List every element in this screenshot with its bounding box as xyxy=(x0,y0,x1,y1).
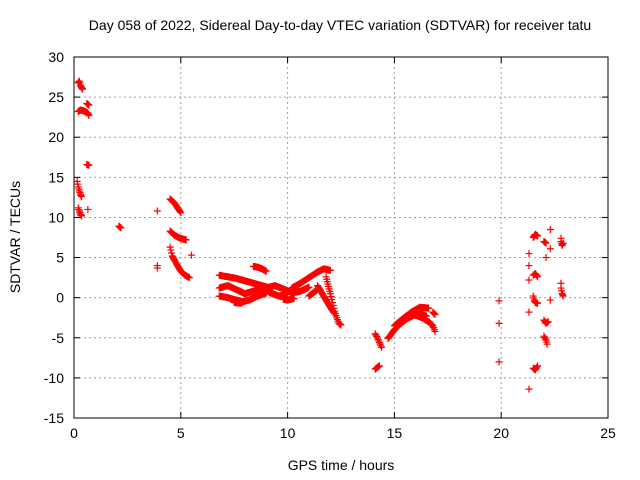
y-tick-label: 15 xyxy=(48,169,64,185)
data-point xyxy=(326,266,334,274)
data-point xyxy=(168,249,176,257)
data-points xyxy=(73,77,567,393)
data-point xyxy=(182,236,190,244)
data-point xyxy=(376,340,384,348)
data-point xyxy=(525,385,533,393)
data-point xyxy=(525,262,533,270)
y-tick-label: 20 xyxy=(48,129,64,145)
data-point xyxy=(241,297,249,305)
x-tick-label: 10 xyxy=(280,425,296,441)
x-tick-label: 15 xyxy=(387,425,403,441)
data-point xyxy=(495,297,503,305)
grid-lines xyxy=(74,57,608,418)
y-tick-label: 10 xyxy=(48,209,64,225)
data-point xyxy=(559,239,567,247)
data-point xyxy=(177,209,185,217)
data-point xyxy=(305,283,313,291)
data-point xyxy=(542,239,550,247)
x-tick-label: 20 xyxy=(493,425,509,441)
data-point xyxy=(167,246,175,254)
data-point xyxy=(543,340,551,348)
data-point xyxy=(117,224,125,232)
data-point xyxy=(85,161,93,169)
data-point xyxy=(373,334,381,342)
x-axis-label: GPS time / hours xyxy=(288,457,395,473)
data-point xyxy=(79,85,87,93)
data-point xyxy=(525,308,533,316)
y-tick-label: 5 xyxy=(56,250,64,266)
data-point xyxy=(176,208,184,216)
data-point xyxy=(544,318,552,326)
data-point xyxy=(533,363,541,371)
data-point xyxy=(377,342,385,350)
data-point xyxy=(187,251,195,259)
x-tick-label: 0 xyxy=(70,425,78,441)
data-point xyxy=(185,274,193,282)
y-tick-label: -5 xyxy=(52,330,65,346)
data-point xyxy=(378,343,386,351)
data-point xyxy=(77,212,85,220)
chart-title: Day 058 of 2022, Sidereal Day-to-day VTE… xyxy=(89,17,591,33)
data-point xyxy=(153,207,161,215)
data-point xyxy=(77,193,85,201)
data-point xyxy=(533,272,541,280)
y-tick-label: 0 xyxy=(56,290,64,306)
data-point xyxy=(331,310,339,318)
data-point xyxy=(430,310,438,318)
data-point xyxy=(327,293,335,301)
data-point xyxy=(290,294,298,302)
data-point xyxy=(153,264,161,272)
data-point xyxy=(166,243,174,251)
data-point xyxy=(262,267,270,275)
data-point xyxy=(534,232,542,240)
data-point xyxy=(525,250,533,258)
y-tick-label: -10 xyxy=(44,370,64,386)
data-point xyxy=(534,362,542,370)
axis-ticks: 0 5 10 15 20 25 -15 -10 -5 0 5 10 15 20 25 30 xyxy=(44,49,616,441)
data-point xyxy=(546,245,554,253)
data-point xyxy=(495,319,503,327)
data-point xyxy=(495,358,503,366)
data-point xyxy=(542,254,550,262)
data-point xyxy=(430,309,438,317)
y-tick-label: 25 xyxy=(48,89,64,105)
data-point xyxy=(525,276,533,284)
data-point xyxy=(326,290,334,298)
y-tick-label: -15 xyxy=(44,410,64,426)
x-tick-label: 25 xyxy=(600,425,616,441)
x-tick-label: 5 xyxy=(177,425,185,441)
data-point xyxy=(546,296,554,304)
data-point xyxy=(546,225,554,233)
data-point xyxy=(337,321,345,329)
data-point xyxy=(534,273,542,281)
data-point xyxy=(375,337,383,345)
data-point xyxy=(85,101,93,109)
data-point xyxy=(559,292,567,300)
data-point xyxy=(431,327,439,335)
data-point xyxy=(373,332,381,340)
data-point xyxy=(541,335,549,343)
data-point xyxy=(314,286,322,294)
y-axis-label: SDTVAR / TECUs xyxy=(7,181,23,293)
data-point xyxy=(84,205,92,213)
data-point xyxy=(375,362,383,370)
data-point xyxy=(375,339,383,347)
data-point xyxy=(85,112,93,120)
data-point xyxy=(330,309,338,317)
data-point xyxy=(425,304,433,312)
data-point xyxy=(431,311,439,319)
data-point xyxy=(534,299,542,307)
y-tick-label: 30 xyxy=(48,49,64,65)
data-point xyxy=(374,335,382,343)
plot-frame xyxy=(73,56,609,419)
